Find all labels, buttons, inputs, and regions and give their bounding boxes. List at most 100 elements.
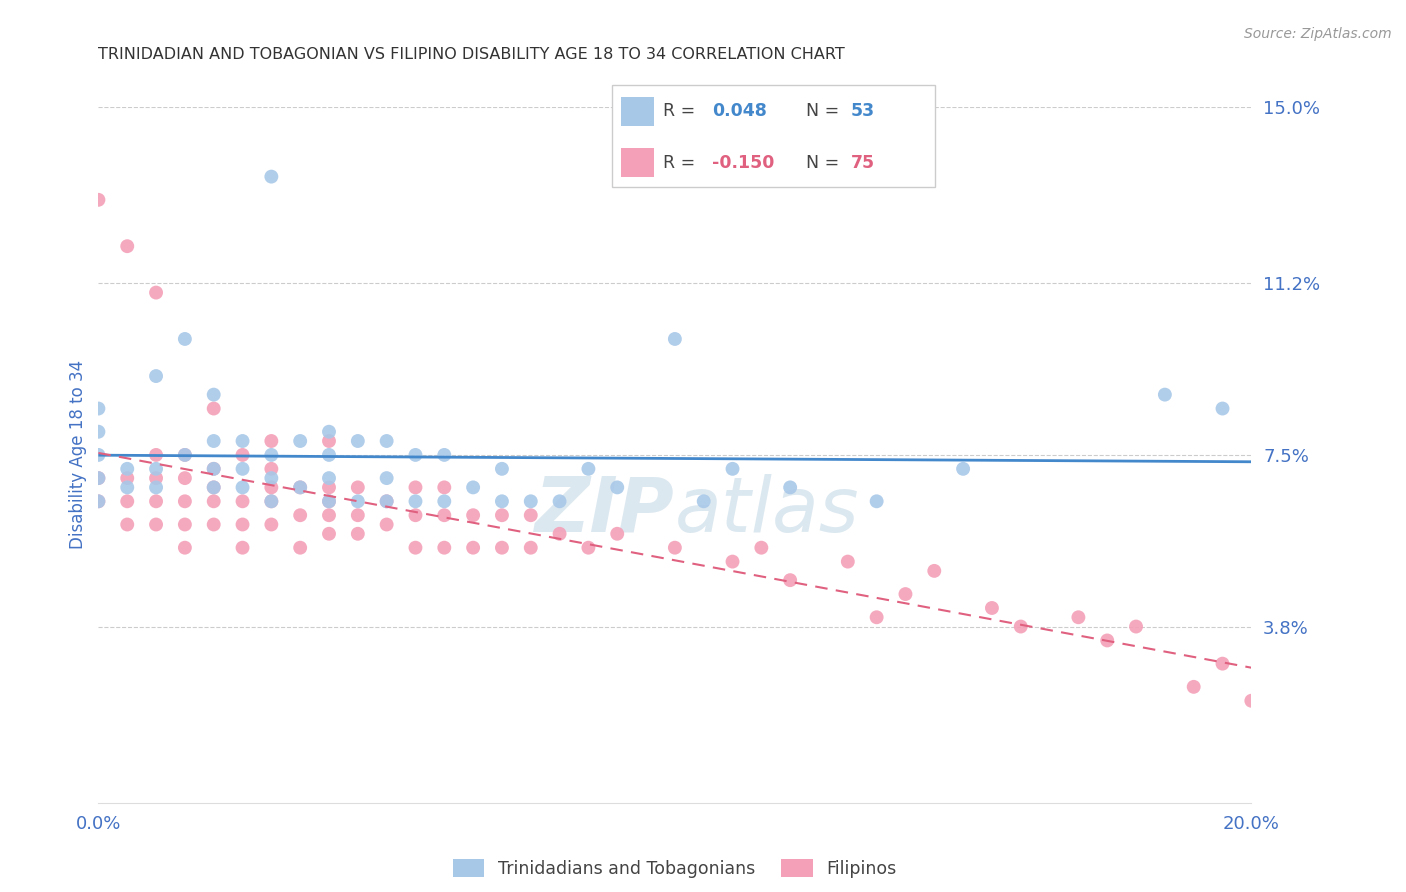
Text: -0.150: -0.150 [711, 153, 775, 171]
Point [231, 462, 254, 476]
Point [721, 462, 744, 476]
Point [231, 480, 254, 494]
Point [922, 564, 945, 578]
Point [87, 471, 110, 485]
Point [721, 555, 744, 569]
Point [290, 508, 312, 523]
Point [174, 448, 197, 462]
Y-axis label: Disability Age 18 to 34: Disability Age 18 to 34 [69, 360, 87, 549]
Point [318, 494, 340, 508]
Point [1212, 401, 1234, 416]
Point [461, 541, 484, 555]
Point [174, 541, 197, 555]
Point [174, 448, 197, 462]
Point [375, 494, 398, 508]
Point [145, 369, 167, 384]
Point [231, 494, 254, 508]
Point [461, 508, 484, 523]
Point [1125, 619, 1147, 633]
Point [174, 517, 197, 532]
Point [87, 494, 110, 508]
Text: N =: N = [806, 103, 839, 120]
Point [375, 517, 398, 532]
Text: Source: ZipAtlas.com: Source: ZipAtlas.com [1244, 27, 1392, 41]
Point [894, 587, 917, 601]
Point [433, 541, 456, 555]
Point [981, 601, 1004, 615]
Text: N =: N = [806, 153, 839, 171]
Point [433, 448, 456, 462]
Point [433, 494, 456, 508]
Point [491, 541, 513, 555]
Point [318, 480, 340, 494]
Text: R =: R = [664, 103, 696, 120]
Point [346, 526, 368, 541]
Point [318, 526, 340, 541]
Point [318, 471, 340, 485]
Point [837, 555, 859, 569]
Point [346, 480, 368, 494]
Point [346, 494, 368, 508]
Text: R =: R = [664, 153, 696, 171]
Point [145, 471, 167, 485]
FancyBboxPatch shape [621, 148, 654, 177]
Point [202, 494, 225, 508]
Point [145, 480, 167, 494]
Point [231, 517, 254, 532]
Point [461, 480, 484, 494]
Point [433, 508, 456, 523]
Point [202, 462, 225, 476]
Text: 0.048: 0.048 [711, 103, 766, 120]
Point [260, 517, 283, 532]
Point [548, 494, 571, 508]
Point [318, 448, 340, 462]
Point [231, 434, 254, 448]
Point [145, 494, 167, 508]
Point [693, 494, 716, 508]
Point [375, 471, 398, 485]
Point [346, 434, 368, 448]
Point [260, 494, 283, 508]
Text: 53: 53 [851, 103, 875, 120]
Point [202, 480, 225, 494]
Point [174, 332, 197, 346]
Point [145, 448, 167, 462]
Point [520, 541, 543, 555]
Point [145, 462, 167, 476]
Point [117, 462, 138, 476]
Point [117, 494, 138, 508]
Point [174, 471, 197, 485]
Point [375, 434, 398, 448]
Point [290, 480, 312, 494]
Point [606, 526, 628, 541]
Text: TRINIDADIAN AND TOBAGONIAN VS FILIPINO DISABILITY AGE 18 TO 34 CORRELATION CHART: TRINIDADIAN AND TOBAGONIAN VS FILIPINO D… [98, 47, 845, 62]
Point [117, 517, 138, 532]
Point [578, 462, 600, 476]
FancyBboxPatch shape [621, 97, 654, 126]
Point [664, 541, 686, 555]
Point [231, 448, 254, 462]
Point [87, 193, 110, 207]
Point [318, 434, 340, 448]
Point [375, 494, 398, 508]
Point [202, 387, 225, 401]
Point [290, 434, 312, 448]
Point [405, 448, 427, 462]
Point [202, 462, 225, 476]
Point [117, 239, 138, 253]
Point [405, 508, 427, 523]
Point [318, 494, 340, 508]
Point [290, 480, 312, 494]
Legend: Trinidadians and Tobagonians, Filipinos: Trinidadians and Tobagonians, Filipinos [446, 852, 904, 885]
Point [87, 448, 110, 462]
Point [202, 401, 225, 416]
Point [866, 494, 889, 508]
Point [491, 462, 513, 476]
Point [260, 480, 283, 494]
Point [779, 480, 801, 494]
Point [260, 169, 283, 184]
Point [1153, 387, 1175, 401]
Point [202, 480, 225, 494]
Point [751, 541, 773, 555]
Point [87, 471, 110, 485]
